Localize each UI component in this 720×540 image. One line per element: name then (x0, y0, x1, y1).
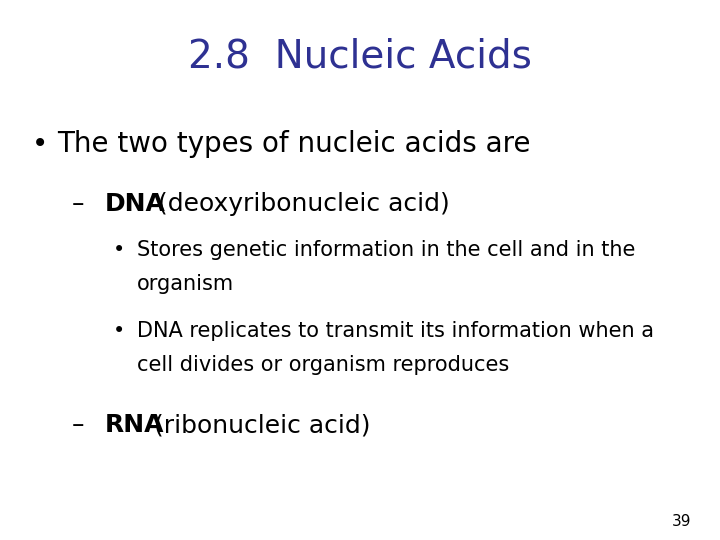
Text: organism: organism (137, 274, 234, 294)
Text: RNA: RNA (104, 413, 164, 437)
Text: (ribonucleic acid): (ribonucleic acid) (146, 413, 371, 437)
Text: 2.8  Nucleic Acids: 2.8 Nucleic Acids (188, 38, 532, 76)
Text: •: • (112, 240, 125, 260)
Text: 39: 39 (672, 514, 691, 529)
Text: Stores genetic information in the cell and in the: Stores genetic information in the cell a… (137, 240, 635, 260)
Text: DNA: DNA (104, 192, 166, 215)
Text: (deoxyribonucleic acid): (deoxyribonucleic acid) (150, 192, 450, 215)
Text: –: – (72, 192, 84, 215)
Text: •: • (32, 130, 48, 158)
Text: •: • (112, 321, 125, 341)
Text: cell divides or organism reproduces: cell divides or organism reproduces (137, 355, 509, 375)
Text: The two types of nucleic acids are: The two types of nucleic acids are (58, 130, 531, 158)
Text: –: – (72, 413, 84, 437)
Text: DNA replicates to transmit its information when a: DNA replicates to transmit its informati… (137, 321, 654, 341)
